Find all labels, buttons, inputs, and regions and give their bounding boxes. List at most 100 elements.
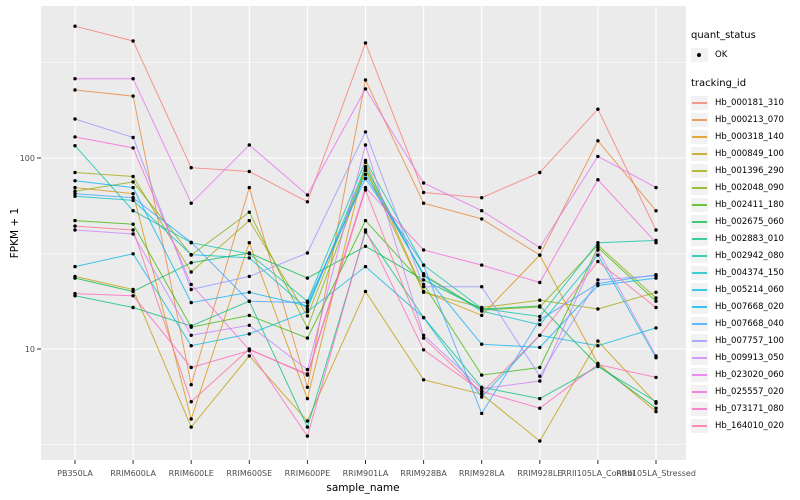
data-point bbox=[305, 304, 310, 308]
x-tick-label: PB350LA bbox=[57, 469, 93, 478]
data-point bbox=[596, 253, 600, 257]
series-color-line-icon bbox=[692, 119, 707, 121]
legend-key-swatch bbox=[691, 147, 708, 161]
data-point bbox=[131, 39, 135, 43]
data-point bbox=[131, 192, 135, 196]
data-point bbox=[363, 165, 368, 169]
legend-item-Hb_002883_010: Hb_002883_010 bbox=[691, 232, 797, 246]
data-point bbox=[73, 291, 77, 296]
data-point bbox=[73, 88, 77, 92]
data-point bbox=[73, 192, 77, 196]
data-point bbox=[654, 296, 658, 300]
data-point bbox=[596, 241, 600, 245]
data-point bbox=[189, 240, 193, 244]
legend-key-swatch bbox=[691, 402, 708, 416]
legend-key-swatch bbox=[691, 317, 708, 331]
data-point bbox=[247, 347, 251, 351]
data-point bbox=[596, 344, 600, 348]
data-point bbox=[305, 336, 310, 340]
legend-item-Hb_000318_140: Hb_000318_140 bbox=[691, 130, 797, 144]
data-point bbox=[189, 344, 193, 348]
data-point bbox=[305, 434, 310, 438]
legend-item-Hb_009913_050: Hb_009913_050 bbox=[691, 351, 797, 365]
data-point bbox=[305, 314, 310, 318]
legend-item-label: Hb_005214_060 bbox=[715, 285, 784, 295]
data-point bbox=[596, 307, 600, 311]
data-point bbox=[305, 193, 310, 197]
x-tick-label: RRIM928LE bbox=[517, 469, 562, 478]
legend-item-Hb_164010_020: Hb_164010_020 bbox=[691, 419, 797, 433]
data-point bbox=[131, 198, 135, 203]
series-color-line-icon bbox=[692, 374, 707, 376]
series-color-line-icon bbox=[692, 102, 707, 104]
x-axis-title: sample_name bbox=[326, 482, 399, 494]
data-point bbox=[538, 333, 542, 337]
series-color-line-icon bbox=[692, 255, 707, 257]
data-point bbox=[305, 385, 310, 389]
series-color-line-icon bbox=[692, 340, 707, 342]
legend-item-label: Hb_009913_050 bbox=[715, 353, 784, 363]
legend-key-swatch bbox=[691, 419, 708, 433]
data-point bbox=[538, 318, 542, 322]
data-point bbox=[363, 176, 368, 181]
x-tick-label: RRIM928BA bbox=[400, 469, 447, 478]
series-color-line-icon bbox=[692, 153, 707, 155]
data-point bbox=[363, 158, 368, 163]
legend-item-Hb_007757_100: Hb_007757_100 bbox=[691, 334, 797, 348]
x-tick-label: RRIM600PE bbox=[285, 469, 331, 478]
data-point bbox=[189, 270, 193, 274]
y-tick-label: 10 bbox=[25, 345, 35, 354]
data-point bbox=[538, 245, 542, 250]
data-point bbox=[654, 326, 658, 330]
data-point bbox=[654, 400, 658, 404]
legend-item-Hb_005214_060: Hb_005214_060 bbox=[691, 283, 797, 297]
legend-item-Hb_000849_100: Hb_000849_100 bbox=[691, 147, 797, 161]
data-point bbox=[305, 367, 310, 372]
legend-item-label: Hb_002883_010 bbox=[715, 234, 784, 244]
data-point bbox=[421, 272, 426, 276]
legend-key-swatch bbox=[691, 113, 708, 127]
legend-item-label: Hb_007668_040 bbox=[715, 319, 784, 329]
legend-tracking-title: tracking_id bbox=[691, 78, 747, 89]
data-point bbox=[654, 209, 658, 213]
legend-key-swatch bbox=[691, 283, 708, 297]
data-point bbox=[596, 107, 600, 111]
data-point bbox=[654, 354, 658, 358]
data-point bbox=[538, 365, 542, 370]
point-symbol-icon bbox=[697, 53, 701, 57]
data-point bbox=[538, 345, 542, 350]
series-color-line-icon bbox=[692, 391, 707, 393]
data-point bbox=[189, 252, 193, 257]
data-point bbox=[73, 185, 77, 190]
data-point bbox=[189, 425, 193, 429]
data-point bbox=[363, 168, 368, 173]
data-point bbox=[538, 323, 542, 327]
data-point bbox=[131, 180, 135, 184]
data-point bbox=[73, 264, 77, 269]
legend-key bbox=[691, 48, 708, 62]
data-point bbox=[131, 228, 135, 232]
data-point bbox=[421, 278, 426, 282]
legend-item-label: Hb_025557_020 bbox=[715, 387, 784, 397]
data-point bbox=[480, 387, 484, 391]
series-color-line-icon bbox=[692, 187, 707, 189]
x-tick-label: RRII105LA_Control bbox=[561, 469, 635, 478]
data-point bbox=[654, 241, 658, 245]
data-point bbox=[73, 194, 77, 198]
data-point bbox=[131, 252, 135, 256]
series-color-line-icon bbox=[692, 136, 707, 138]
data-point bbox=[131, 222, 135, 226]
data-point bbox=[189, 261, 193, 265]
data-point bbox=[247, 290, 251, 294]
data-point bbox=[654, 409, 658, 414]
data-point bbox=[421, 181, 426, 185]
legend-item-label: Hb_004374_150 bbox=[715, 268, 784, 278]
legend-key-swatch bbox=[691, 96, 708, 110]
data-point bbox=[189, 333, 193, 337]
y-axis-title: FPKM + 1 bbox=[9, 208, 21, 258]
data-point bbox=[363, 289, 368, 294]
data-point bbox=[189, 282, 193, 287]
legend-item-label: Hb_000318_140 bbox=[715, 132, 784, 142]
data-point bbox=[421, 315, 426, 320]
